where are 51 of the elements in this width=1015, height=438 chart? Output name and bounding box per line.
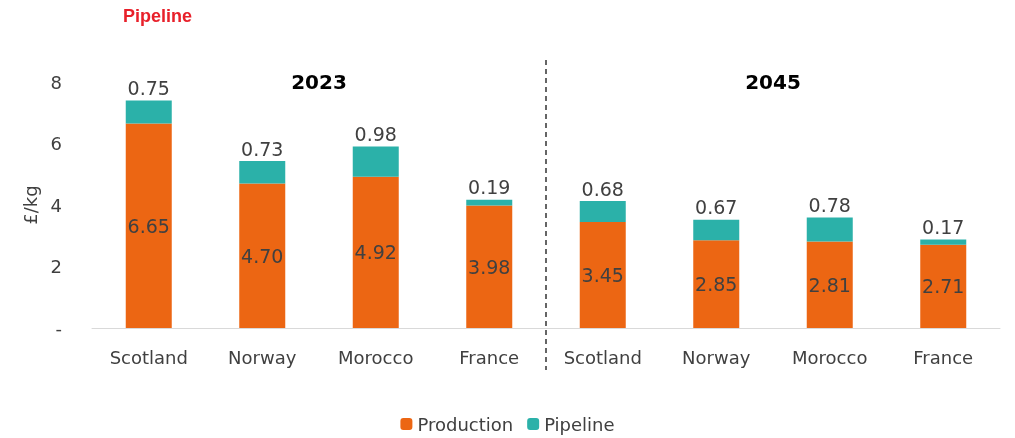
bar (239, 161, 286, 184)
data-label: 3.98 (468, 255, 511, 278)
data-label: 0.75 (127, 76, 170, 99)
x-tick-label: Morocco (338, 346, 414, 368)
annotation: 2045 (745, 70, 801, 94)
x-tick-label: Morocco (792, 346, 868, 368)
bar (125, 123, 172, 328)
data-label: 2.85 (695, 273, 738, 296)
bar (352, 176, 399, 328)
bar (125, 100, 172, 124)
data-label: 6.65 (127, 214, 170, 237)
bar (806, 241, 853, 328)
y-tick-label: 2 (50, 256, 62, 277)
bar (920, 239, 967, 245)
legend-label: Pipeline (544, 413, 615, 435)
data-label: 0.73 (241, 137, 284, 160)
data-label: 0.68 (581, 177, 624, 200)
bar (466, 199, 513, 206)
data-label: 0.67 (695, 196, 738, 219)
data-label: 2.71 (922, 275, 965, 298)
data-label: 0.98 (354, 123, 397, 146)
legend-label: Production (417, 413, 514, 435)
x-tick-label: Norway (682, 346, 751, 368)
y-axis-title: £/kg (20, 185, 42, 225)
bar (579, 221, 626, 328)
y-tick-label: - (55, 317, 62, 339)
bar (920, 244, 967, 328)
data-label: 3.45 (581, 263, 624, 286)
bar (239, 183, 286, 328)
x-tick-label: Scotland (563, 346, 642, 368)
chart-title: Pipeline (123, 6, 193, 26)
bar (352, 146, 399, 177)
data-label: 2.81 (808, 273, 851, 296)
data-label: 0.19 (468, 176, 511, 199)
y-tick-label: 4 (50, 194, 62, 216)
data-label: 4.92 (354, 241, 397, 264)
x-tick-label: France (913, 346, 974, 368)
data-label: 4.70 (241, 244, 284, 267)
data-label: 0.78 (808, 194, 851, 217)
annotation: 2023 (291, 70, 347, 94)
y-tick-label: 6 (50, 133, 62, 154)
bar (579, 201, 626, 222)
x-tick-label: Scotland (109, 346, 188, 368)
bar (466, 205, 513, 328)
bar (693, 240, 740, 328)
x-tick-label: Norway (228, 346, 297, 368)
bar (693, 219, 740, 241)
x-tick-label: France (459, 346, 520, 368)
bar (806, 217, 853, 242)
y-tick-label: 8 (50, 71, 62, 93)
data-label: 0.17 (922, 215, 965, 238)
